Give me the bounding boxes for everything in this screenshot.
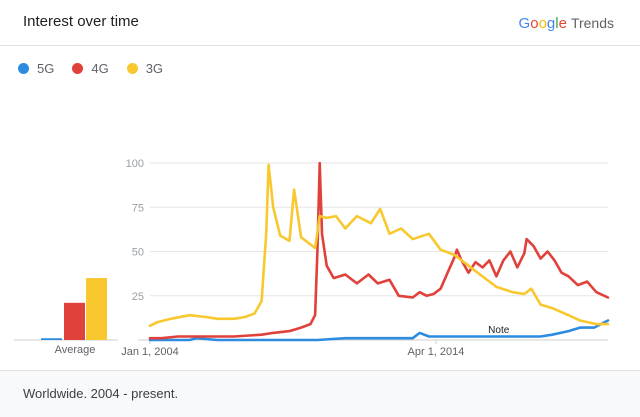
interest-chart[interactable]: 25 50 75 100 Jan 1, 2004 Apr 1, 2014 Average No… (0, 0, 640, 370)
legend-item-4g[interactable]: 4G (72, 61, 109, 76)
series-line-4g (148, 161, 610, 340)
y-tick-label: 50 (132, 247, 144, 259)
y-tick-label: 25 (132, 291, 144, 303)
legend-dot-3g (126, 63, 138, 74)
footer-region-range: Worldwide. 2004 - present. (23, 386, 179, 401)
y-tick-label: 75 (132, 202, 144, 214)
brand-letter: g (546, 15, 556, 32)
average-label: Average (55, 344, 96, 356)
legend-item-3g[interactable]: 3G (126, 61, 164, 76)
brand-letter: l (555, 15, 559, 32)
x-tick-label: Jan 1, 2004 (121, 346, 179, 358)
google-wordmark: Google (519, 15, 567, 32)
brand-letter: o (538, 15, 547, 32)
chart-title: Interest over time (23, 13, 139, 30)
average-bar-5g (41, 338, 62, 340)
google-trends-logo[interactable]: Google Trends (519, 15, 614, 32)
series-line-3g (148, 163, 610, 328)
legend-label: 3G (145, 61, 164, 76)
legend-label: 5G (37, 61, 55, 76)
footer: Worldwide. 2004 - present. (0, 370, 640, 417)
legend-dot-5g (18, 63, 29, 74)
legend-dot-4g (72, 63, 84, 74)
x-tick-label: Apr 1, 2014 (408, 346, 465, 358)
average-bar-4g (64, 302, 85, 340)
note-annotation: Note (488, 325, 510, 336)
header: Interest over time Google Trends (0, 0, 640, 46)
trends-wordmark: Trends (570, 15, 614, 31)
legend-item-5g[interactable]: 5G (18, 61, 54, 76)
brand-letter: G (518, 15, 531, 32)
y-tick-label: 100 (126, 158, 144, 170)
brand-letter: e (558, 15, 567, 32)
brand-letter: o (530, 15, 539, 32)
series-line-5g (148, 319, 610, 342)
legend-label: 4G (91, 61, 109, 76)
average-bar-3g (86, 278, 107, 340)
legend: 5G 4G 3G (18, 61, 181, 76)
